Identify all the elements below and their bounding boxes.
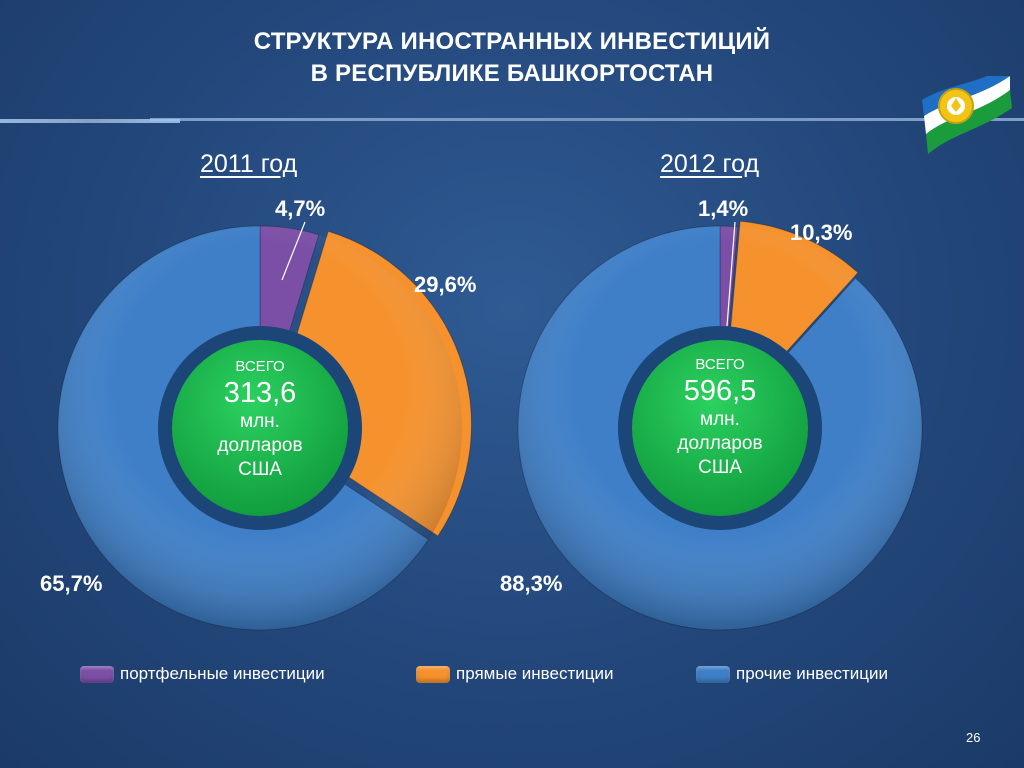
title-line-2: В РЕСПУБЛИКЕ БАШКОРТОСТАН — [310, 60, 714, 87]
total-value: 596,5 — [683, 375, 757, 407]
total-label: ВСЕГО — [695, 356, 745, 373]
data-label-2012-portfolio: 1,4% — [698, 196, 749, 221]
legend-label-portfolio: портфельные инвестиции — [120, 664, 325, 683]
total-value: 313,6 — [223, 377, 297, 409]
title-line-1: СТРУКТУРА ИНОСТРАННЫХ ИНВЕСТИЦИЙ — [253, 28, 771, 55]
total-badge-2012 — [632, 340, 808, 516]
chart-title-2011: 2011 год — [200, 150, 298, 178]
leader-line-2012-portfolio — [726, 221, 736, 327]
total-unit-2: долларов — [677, 433, 763, 454]
legend-swatch-other — [696, 665, 730, 683]
data-label-2011-portfolio: 4,7% — [275, 196, 326, 221]
total-unit-3: США — [698, 457, 742, 478]
legend-item-other: прочие инвестиции — [696, 664, 888, 684]
legend-item-portfolio: портфельные инвестиции — [80, 664, 325, 684]
legend-item-direct: прямые инвестиции — [416, 664, 613, 684]
total-2012: ВСЕГО 596,5 млн. долларов США — [635, 356, 805, 480]
total-label: ВСЕГО — [235, 358, 285, 375]
legend-label-direct: прямые инвестиции — [456, 664, 614, 683]
data-label-2012-direct: 10,3% — [790, 220, 853, 245]
bashkortostan-flag-emblem — [922, 76, 1012, 154]
header-divider — [0, 118, 1024, 123]
page-number: 26 — [966, 730, 981, 745]
leader-line-2011-portfolio — [281, 221, 306, 281]
legend-swatch-portfolio — [80, 665, 114, 683]
data-label-2011-other: 65,7% — [40, 571, 103, 596]
total-unit-1: млн. — [700, 409, 740, 430]
data-label-2011-direct: 29,6% — [414, 272, 477, 297]
total-badge-2011 — [172, 340, 348, 516]
data-label-2012-other: 88,3% — [500, 571, 563, 596]
legend-swatch-direct — [416, 665, 450, 683]
total-unit-3: США — [238, 459, 282, 480]
total-unit-2: долларов — [217, 435, 303, 456]
total-2011: ВСЕГО 313,6 млн. долларов США — [175, 358, 345, 482]
legend-label-other: прочие инвестиции — [736, 664, 888, 683]
slide-title: СТРУКТУРА ИНОСТРАННЫХ ИНВЕСТИЦИЙ В РЕСПУ… — [0, 26, 1024, 90]
chart-title-2012: 2012 год — [660, 150, 760, 178]
legend: портфельные инвестиции прямые инвестиции… — [0, 664, 1024, 688]
total-unit-1: млн. — [240, 411, 280, 432]
